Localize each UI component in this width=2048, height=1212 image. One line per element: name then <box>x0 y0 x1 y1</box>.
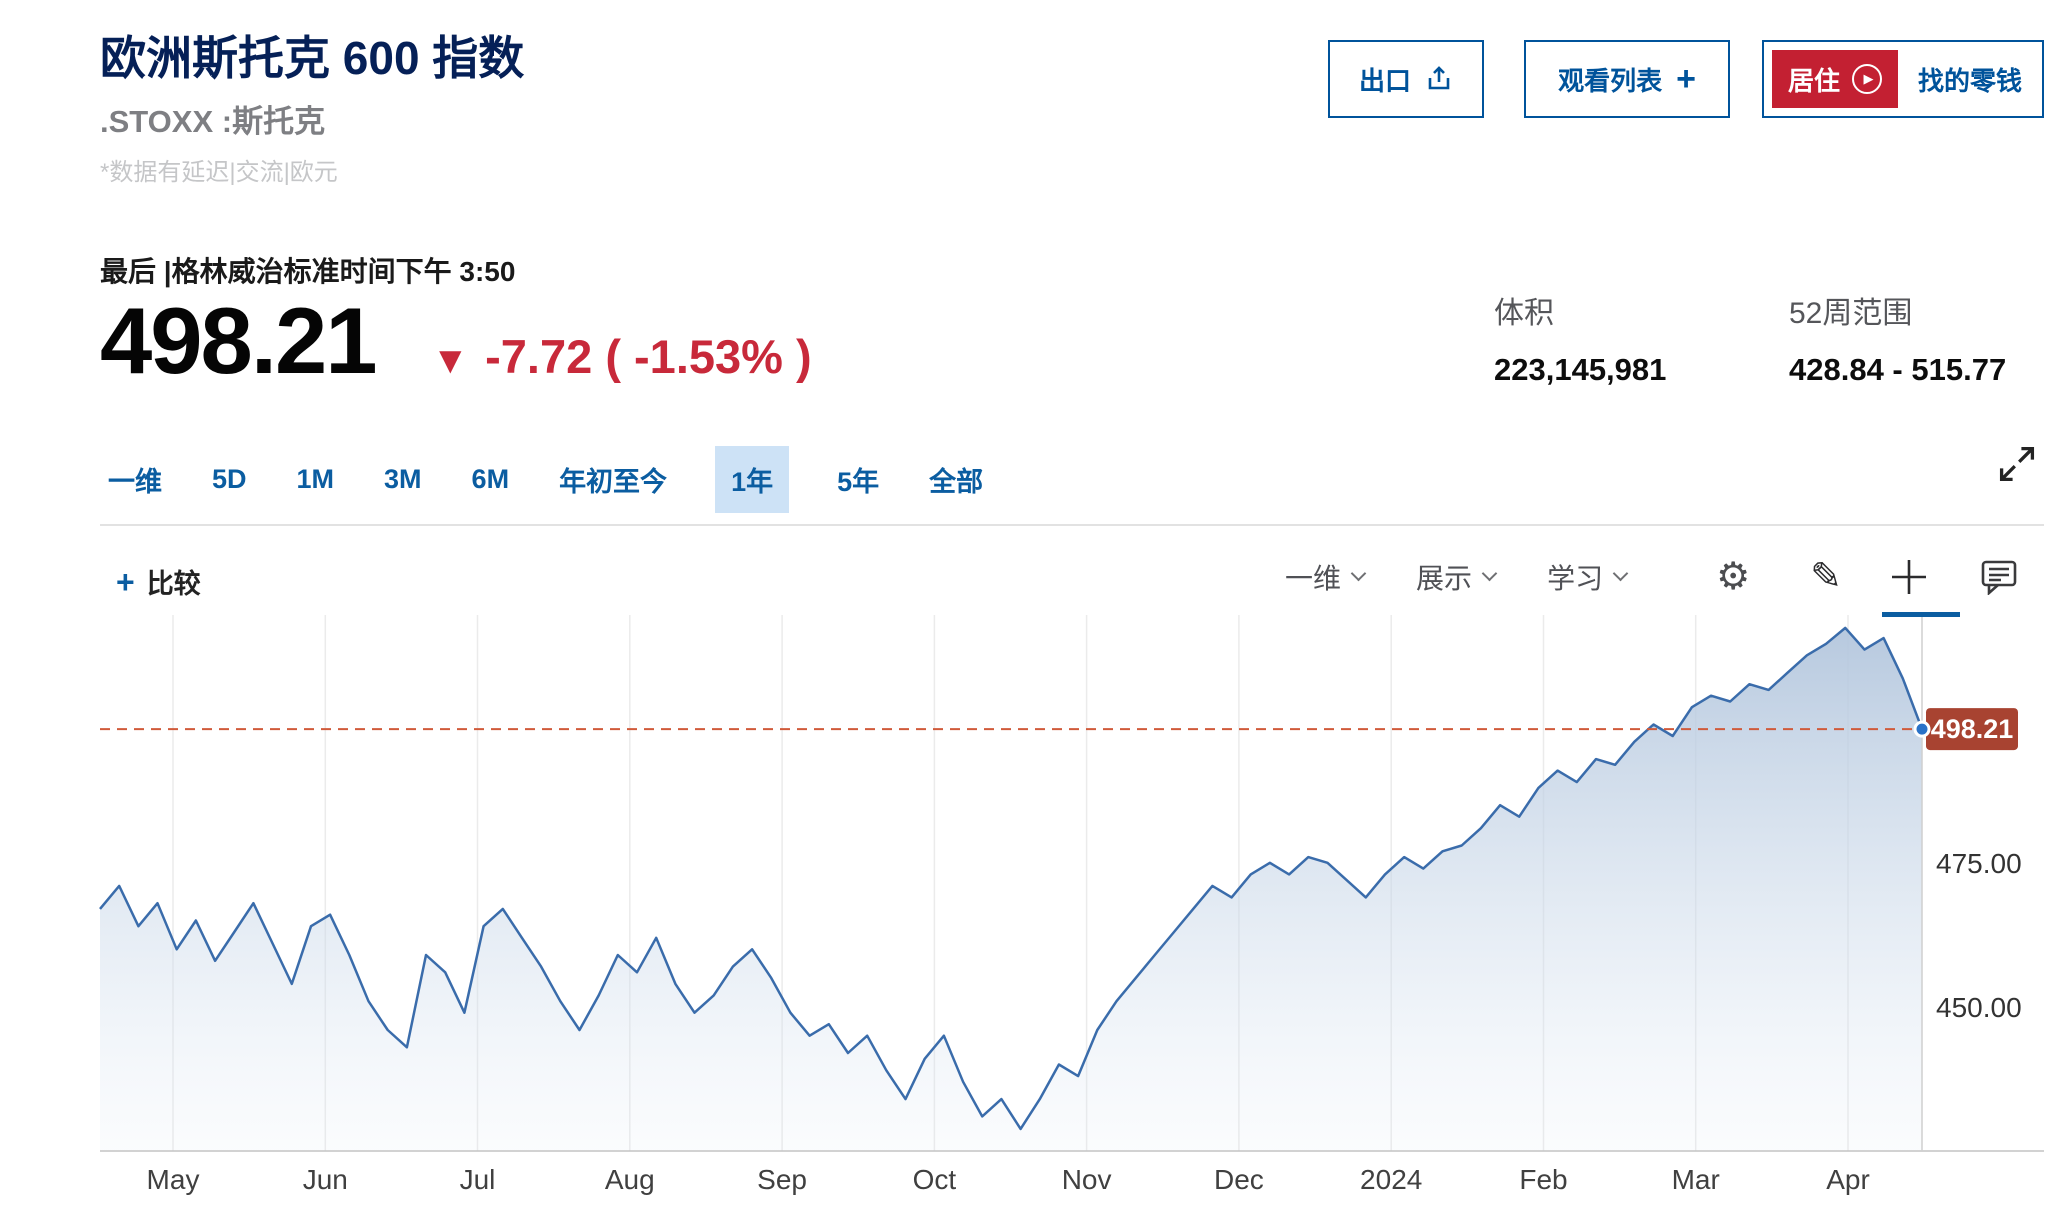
last-updated-line: 最后 |格林威治标准时间下午 3:50 <box>100 256 516 287</box>
last-price: 498.21 <box>100 288 378 393</box>
comment-icon[interactable] <box>1980 559 2018 595</box>
x-axis-label: Jul <box>460 1164 496 1195</box>
y-axis-label: 475.00 <box>1936 848 2022 879</box>
last-price-badge <box>1926 708 2018 751</box>
tabs-divider <box>100 524 2044 526</box>
export-button-label: 出口 <box>1358 65 1411 96</box>
down-triangle-icon: ▼ <box>431 340 470 382</box>
crosshair-tool-icon[interactable] <box>1890 558 1928 596</box>
price-line <box>99 626 1924 1131</box>
chevron-down-icon <box>1350 565 1367 582</box>
x-axis-label: Oct <box>913 1164 957 1195</box>
watchlist-button[interactable]: 观看列表 + <box>1524 40 1730 118</box>
settings-gear-icon[interactable]: ⚙ <box>1716 556 1751 598</box>
range-tab-6M[interactable]: 6M <box>470 450 512 509</box>
range-tab-1年[interactable]: 1年 <box>715 446 790 513</box>
last-price-badge-value: 498.21 <box>1931 714 2014 744</box>
export-share-icon <box>1428 66 1450 90</box>
x-axis-label: Mar <box>1672 1164 1720 1195</box>
draw-pencil-icon[interactable]: ✎ <box>1810 556 1842 598</box>
live-button[interactable]: 居住 ▶ <box>1772 50 1899 108</box>
toolbar-dropdown-一维[interactable]: 一维 <box>1285 557 1367 597</box>
compare-button[interactable]: + 比较 <box>116 562 201 601</box>
range-tab-一维[interactable]: 一维 <box>106 446 164 513</box>
range-tab-年初至今[interactable]: 年初至今 <box>557 446 669 513</box>
compare-label: 比较 <box>146 569 201 599</box>
range-tab-3M[interactable]: 3M <box>382 450 424 509</box>
range-tabs: 一维 5D 1M 3M 6M 年初至今 1年 5年 全部 <box>106 446 985 513</box>
price-change: -7.72 ( -1.53% ) <box>485 330 812 383</box>
symbol-subtitle: .STOXX :斯托克 <box>100 104 326 139</box>
x-axis-label: Nov <box>1062 1164 1112 1195</box>
price-row: 498.21 ▼ -7.72 ( -1.53% ) <box>100 288 812 393</box>
play-icon: ▶ <box>1852 64 1883 94</box>
watchlist-button-label: 观看列表 <box>1558 65 1663 96</box>
toolbar-dropdown-展示[interactable]: 展示 <box>1416 557 1498 597</box>
x-axis-label: Aug <box>605 1164 655 1195</box>
x-axis-label: Jun <box>303 1164 348 1195</box>
volume-label: 体积 <box>1494 297 1554 330</box>
compare-plus-icon: + <box>116 563 135 600</box>
active-tool-underline <box>1882 612 1960 617</box>
chevron-down-icon <box>1612 565 1629 582</box>
export-button[interactable]: 出口 <box>1328 40 1484 118</box>
range-tab-5年[interactable]: 5年 <box>835 446 881 513</box>
range-tab-1M[interactable]: 1M <box>295 450 337 509</box>
range-tab-全部[interactable]: 全部 <box>927 446 985 513</box>
chart-toolbar-right: 一维 展示 学习 ⚙ ✎ <box>1233 554 2018 599</box>
x-axis-label: Sep <box>757 1164 807 1195</box>
toolbar-dropdown-学习[interactable]: 学习 <box>1547 557 1629 597</box>
area-fill <box>100 627 1922 1151</box>
expand-icon[interactable] <box>1995 442 2039 486</box>
range-tab-5D[interactable]: 5D <box>210 450 249 509</box>
toolbar-dropdowns: 一维 展示 学习 <box>1233 557 1629 597</box>
52wk-range-label: 52周范围 <box>1789 297 1913 330</box>
live-button-label: 居住 <box>1788 65 1841 96</box>
x-axis-label: Dec <box>1214 1164 1264 1195</box>
y-axis-label: 450.00 <box>1936 992 2022 1023</box>
page-title: 欧洲斯托克 600 指数 <box>100 32 525 84</box>
x-axis-label: Apr <box>1826 1164 1870 1195</box>
chevron-down-icon <box>1481 565 1498 582</box>
find-change-link[interactable]: 找的零钱 <box>1918 65 2023 96</box>
volume-value: 223,145,981 <box>1494 352 1667 387</box>
x-axis-label: Feb <box>1519 1164 1567 1195</box>
last-price-dot <box>1913 720 1931 738</box>
data-disclaimer: *数据有延迟|交流|欧元 <box>100 159 338 186</box>
52wk-range-value: 428.84 - 515.77 <box>1789 352 2007 387</box>
x-axis-label: 2024 <box>1360 1164 1422 1195</box>
x-axis-label: May <box>147 1164 200 1195</box>
live-button-group: 居住 ▶ 找的零钱 <box>1762 40 2044 118</box>
plus-icon: + <box>1676 60 1696 98</box>
